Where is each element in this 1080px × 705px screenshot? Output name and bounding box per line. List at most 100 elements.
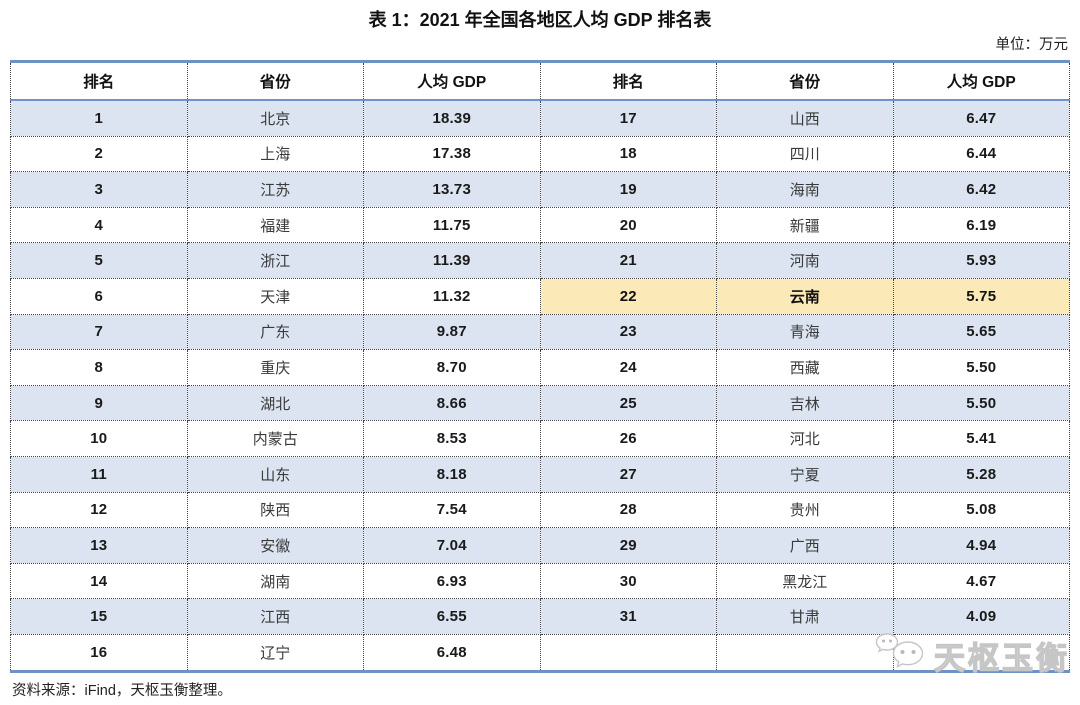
- gdp-cell-right: 4.67: [892, 563, 1070, 600]
- rank-cell-left: 4: [10, 207, 188, 244]
- header-province-left: 省份: [186, 60, 364, 101]
- gdp-cell-left: 7.54: [363, 492, 541, 529]
- gdp-cell-right: 6.44: [892, 136, 1070, 173]
- gdp-cell-left: 6.48: [363, 634, 541, 673]
- rank-cell-left: 1: [10, 100, 188, 137]
- rank-cell-left: 16: [10, 634, 188, 673]
- gdp-ranking-table: 排名 省份 人均 GDP 排名 省份 人均 GDP 1 北京 18.39 17 山西 6.…: [10, 60, 1070, 673]
- gdp-cell-left: 18.39: [363, 100, 541, 137]
- rank-cell-right: 30: [539, 563, 717, 600]
- table-row: 12 陕西 7.54 28 贵州 5.08: [10, 492, 1070, 529]
- gdp-cell-right: 5.75: [892, 278, 1070, 315]
- gdp-cell-right: 5.08: [892, 492, 1070, 529]
- table-row: 6 天津 11.32 22 云南 5.75: [10, 278, 1070, 315]
- rank-cell-left: 15: [10, 598, 188, 635]
- rank-cell-left: 8: [10, 349, 188, 386]
- gdp-cell-right: 5.93: [892, 242, 1070, 279]
- header-province-right: 省份: [716, 60, 894, 101]
- rank-cell-left: 9: [10, 385, 188, 422]
- table-row: 7 广东 9.87 23 青海 5.65: [10, 314, 1070, 351]
- province-cell-left: 重庆: [186, 349, 364, 386]
- rank-cell-left: 10: [10, 420, 188, 457]
- gdp-cell-left: 13.73: [363, 171, 541, 208]
- table-row: 16 辽宁 6.48: [10, 634, 1070, 673]
- gdp-cell-left: 11.32: [363, 278, 541, 315]
- gdp-cell-left: 6.93: [363, 563, 541, 600]
- gdp-cell-right: [892, 634, 1070, 673]
- rank-cell-right: 31: [539, 598, 717, 635]
- province-cell-right: 河南: [716, 242, 894, 279]
- table-row: 1 北京 18.39 17 山西 6.47: [10, 100, 1070, 137]
- rank-cell-left: 5: [10, 242, 188, 279]
- province-cell-left: 北京: [186, 100, 364, 137]
- gdp-cell-left: 8.53: [363, 420, 541, 457]
- province-cell-right: 贵州: [716, 492, 894, 529]
- rank-cell-right: 19: [539, 171, 717, 208]
- gdp-cell-right: 5.28: [892, 456, 1070, 493]
- province-cell-left: 湖北: [186, 385, 364, 422]
- gdp-cell-right: 5.41: [892, 420, 1070, 457]
- rank-cell-right: 24: [539, 349, 717, 386]
- rank-cell-left: 11: [10, 456, 188, 493]
- table-row: 9 湖北 8.66 25 吉林 5.50: [10, 385, 1070, 422]
- table-row: 11 山东 8.18 27 宁夏 5.28: [10, 456, 1070, 493]
- rank-cell-left: 7: [10, 314, 188, 351]
- province-cell-right: [716, 634, 894, 673]
- gdp-cell-left: 8.18: [363, 456, 541, 493]
- table-row: 4 福建 11.75 20 新疆 6.19: [10, 207, 1070, 244]
- province-cell-left: 内蒙古: [186, 420, 364, 457]
- province-cell-left: 江苏: [186, 171, 364, 208]
- rank-cell-right: 18: [539, 136, 717, 173]
- province-cell-left: 辽宁: [186, 634, 364, 673]
- gdp-cell-left: 17.38: [363, 136, 541, 173]
- source-note: 资料来源：iFind，天枢玉衡整理。: [12, 682, 232, 699]
- table-row: 10 内蒙古 8.53 26 河北 5.41: [10, 420, 1070, 457]
- rank-cell-left: 14: [10, 563, 188, 600]
- province-cell-right: 四川: [716, 136, 894, 173]
- province-cell-left: 湖南: [186, 563, 364, 600]
- table-body: 1 北京 18.39 17 山西 6.47 2 上海 17.38 18 四川 6.44 3 江苏 13.73…: [10, 100, 1070, 673]
- rank-cell-right: 20: [539, 207, 717, 244]
- province-cell-right: 甘肃: [716, 598, 894, 635]
- province-cell-right: 宁夏: [716, 456, 894, 493]
- gdp-cell-right: 4.09: [892, 598, 1070, 635]
- rank-cell-right: 25: [539, 385, 717, 422]
- header-rank-left: 排名: [10, 60, 188, 101]
- gdp-cell-right: 4.94: [892, 527, 1070, 564]
- header-gdp-right: 人均 GDP: [892, 60, 1070, 101]
- province-cell-left: 安徽: [186, 527, 364, 564]
- unit-note: 单位：万元: [995, 37, 1069, 53]
- province-cell-left: 浙江: [186, 242, 364, 279]
- rank-cell-left: 13: [10, 527, 188, 564]
- rank-cell-left: 2: [10, 136, 188, 173]
- rank-cell-right: 21: [539, 242, 717, 279]
- table-row: 2 上海 17.38 18 四川 6.44: [10, 136, 1070, 173]
- rank-cell-left: 3: [10, 171, 188, 208]
- province-cell-right: 新疆: [716, 207, 894, 244]
- province-cell-left: 山东: [186, 456, 364, 493]
- table-row: 8 重庆 8.70 24 西藏 5.50: [10, 349, 1070, 386]
- province-cell-left: 广东: [186, 314, 364, 351]
- province-cell-left: 天津: [186, 278, 364, 315]
- rank-cell-right: 23: [539, 314, 717, 351]
- province-cell-right: 黑龙江: [716, 563, 894, 600]
- province-cell-right: 广西: [716, 527, 894, 564]
- province-cell-right: 河北: [716, 420, 894, 457]
- rank-cell-right: 28: [539, 492, 717, 529]
- table-header: 排名 省份 人均 GDP 排名 省份 人均 GDP: [10, 60, 1070, 101]
- gdp-cell-right: 6.47: [892, 100, 1070, 137]
- gdp-cell-left: 11.75: [363, 207, 541, 244]
- gdp-cell-left: 11.39: [363, 242, 541, 279]
- province-cell-left: 陕西: [186, 492, 364, 529]
- header-row: 排名 省份 人均 GDP 排名 省份 人均 GDP: [10, 60, 1070, 101]
- table-row: 3 江苏 13.73 19 海南 6.42: [10, 171, 1070, 208]
- rank-cell-right: 17: [539, 100, 717, 137]
- rank-cell-right: 26: [539, 420, 717, 457]
- province-cell-left: 上海: [186, 136, 364, 173]
- rank-cell-right: 29: [539, 527, 717, 564]
- table-row: 14 湖南 6.93 30 黑龙江 4.67: [10, 563, 1070, 600]
- province-cell-right: 吉林: [716, 385, 894, 422]
- gdp-cell-left: 8.66: [363, 385, 541, 422]
- province-cell-right: 青海: [716, 314, 894, 351]
